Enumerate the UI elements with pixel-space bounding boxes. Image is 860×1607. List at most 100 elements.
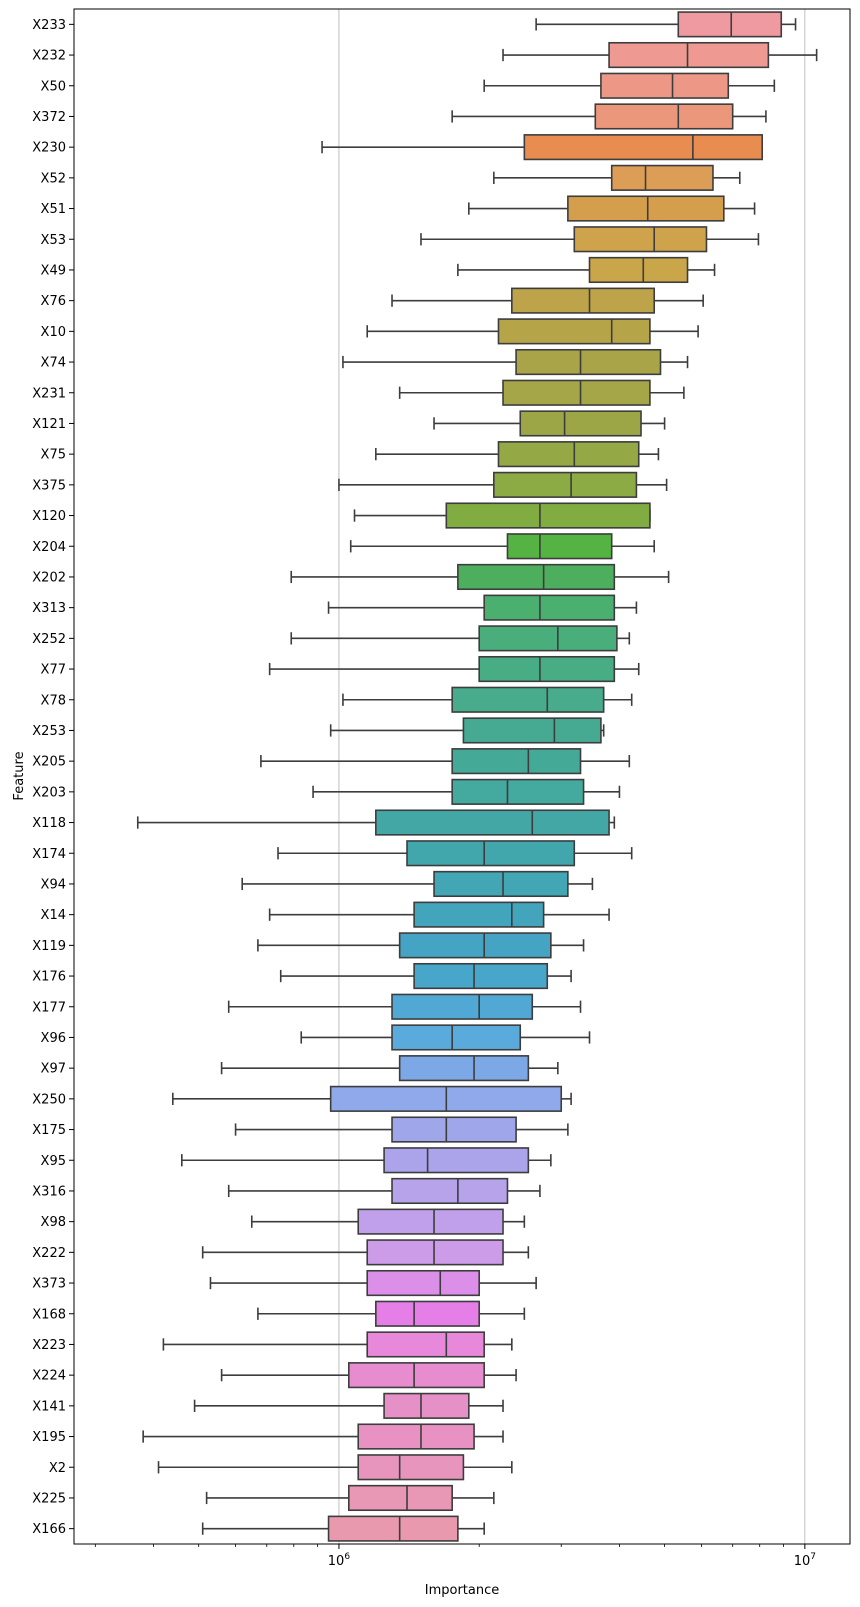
box-X50 xyxy=(600,72,730,99)
y-tick-label-X232: X232 xyxy=(32,49,66,64)
box-X75 xyxy=(497,441,640,468)
box-X233 xyxy=(677,11,783,38)
box-X74 xyxy=(515,348,662,376)
box-X203 xyxy=(451,778,585,805)
y-tick-label-X233: X233 xyxy=(32,18,66,33)
y-tick-label-X205: X205 xyxy=(32,755,66,770)
y-tick-label-X174: X174 xyxy=(32,847,66,862)
y-tick-label-X94: X94 xyxy=(41,877,66,892)
y-tick-label-X225: X225 xyxy=(32,1491,66,1506)
box-X120 xyxy=(445,502,651,529)
box-X222 xyxy=(366,1239,504,1266)
box-X176 xyxy=(413,962,549,990)
x-tick-label: 107 xyxy=(794,1552,816,1569)
y-tick-label-X253: X253 xyxy=(32,724,66,739)
x-tick-label-exponent: 7 xyxy=(810,1552,816,1562)
y-tick-label-X77: X77 xyxy=(41,663,66,678)
box-X78 xyxy=(451,686,605,713)
box-X95 xyxy=(383,1147,530,1174)
box-X121 xyxy=(519,410,642,437)
box-X375 xyxy=(493,471,638,498)
box-X97 xyxy=(398,1055,530,1082)
y-tick-label-X175: X175 xyxy=(32,1123,66,1138)
y-axis-title: Feature xyxy=(12,751,27,800)
y-tick-label-X141: X141 xyxy=(32,1399,66,1414)
y-tick-label-X14: X14 xyxy=(41,908,66,923)
x-tick-label-base: 10 xyxy=(328,1554,345,1569)
y-tick-label-X375: X375 xyxy=(32,478,66,493)
box-X76 xyxy=(511,287,656,314)
y-tick-label-X373: X373 xyxy=(32,1277,66,1292)
y-tick-label-X372: X372 xyxy=(32,110,66,125)
y-tick-label-X49: X49 xyxy=(41,263,66,278)
box-X373 xyxy=(366,1269,480,1297)
box-X141 xyxy=(383,1392,470,1419)
box-X223 xyxy=(366,1331,485,1358)
box-X166 xyxy=(327,1515,459,1542)
box-X225 xyxy=(348,1484,453,1512)
box-X10 xyxy=(497,318,651,345)
y-tick-label-X121: X121 xyxy=(32,417,66,432)
y-tick-label-X51: X51 xyxy=(41,202,66,217)
y-tick-label-X78: X78 xyxy=(41,693,66,708)
box-X49 xyxy=(588,256,689,284)
x-tick-label-base: 10 xyxy=(794,1554,811,1569)
y-tick-label-X166: X166 xyxy=(32,1522,66,1537)
y-tick-labels: X233 X232 X50 X372 X230 X52 X51 X53 X49 X76 X10 X74… xyxy=(32,18,74,1537)
y-tick-label-X204: X204 xyxy=(32,540,66,555)
y-tick-label-X250: X250 xyxy=(32,1092,66,1107)
y-tick-label-X313: X313 xyxy=(32,601,66,616)
box-X175 xyxy=(391,1116,517,1143)
box-X53 xyxy=(573,226,708,253)
box-X51 xyxy=(567,195,725,222)
y-tick-label-X95: X95 xyxy=(41,1154,66,1169)
y-tick-label-X96: X96 xyxy=(41,1031,66,1046)
y-tick-label-X50: X50 xyxy=(41,79,66,94)
box-X202 xyxy=(457,563,616,591)
y-tick-label-X231: X231 xyxy=(32,386,66,401)
y-tick-label-X316: X316 xyxy=(32,1184,66,1199)
box-X232 xyxy=(608,41,770,69)
box-X253 xyxy=(462,717,602,744)
box-X195 xyxy=(357,1423,475,1450)
box-X52 xyxy=(610,164,714,191)
y-tick-label-X223: X223 xyxy=(32,1338,66,1353)
y-tick-label-X2: X2 xyxy=(49,1461,66,1476)
y-tick-label-X120: X120 xyxy=(32,509,66,524)
y-tick-label-X74: X74 xyxy=(41,356,66,371)
box-X174 xyxy=(406,840,576,867)
y-tick-label-X98: X98 xyxy=(41,1215,66,1230)
box-X205 xyxy=(451,748,582,775)
gridlines xyxy=(338,9,806,1544)
y-tick-label-X75: X75 xyxy=(41,448,66,463)
y-tick-label-X203: X203 xyxy=(32,785,66,800)
y-tick-label-X195: X195 xyxy=(32,1430,66,1445)
box-X96 xyxy=(391,1024,522,1051)
y-tick-label-X176: X176 xyxy=(32,970,66,985)
box-X372 xyxy=(594,103,734,130)
y-tick-label-X53: X53 xyxy=(41,233,66,248)
y-tick-label-X168: X168 xyxy=(32,1307,66,1322)
box-X313 xyxy=(483,594,616,621)
y-tick-label-X252: X252 xyxy=(32,632,66,647)
y-tick-label-X177: X177 xyxy=(32,1000,66,1015)
whiskers xyxy=(136,18,818,1535)
y-tick-label-X224: X224 xyxy=(32,1369,66,1384)
y-tick-label-X97: X97 xyxy=(41,1062,66,1077)
box-X230 xyxy=(523,134,764,161)
box-X168 xyxy=(375,1300,480,1327)
y-tick-label-X52: X52 xyxy=(41,171,66,186)
box-X77 xyxy=(478,655,616,683)
y-tick-label-X222: X222 xyxy=(32,1246,66,1261)
box-X118 xyxy=(375,809,610,836)
box-X231 xyxy=(502,379,651,406)
box-X119 xyxy=(398,932,552,959)
y-tick-label-X10: X10 xyxy=(41,325,66,340)
box-X316 xyxy=(391,1177,509,1205)
plot-frame xyxy=(73,8,851,1545)
x-tick-label-exponent: 6 xyxy=(344,1552,350,1562)
boxes xyxy=(327,11,783,1542)
box-X14 xyxy=(413,901,545,928)
box-X94 xyxy=(433,870,569,898)
